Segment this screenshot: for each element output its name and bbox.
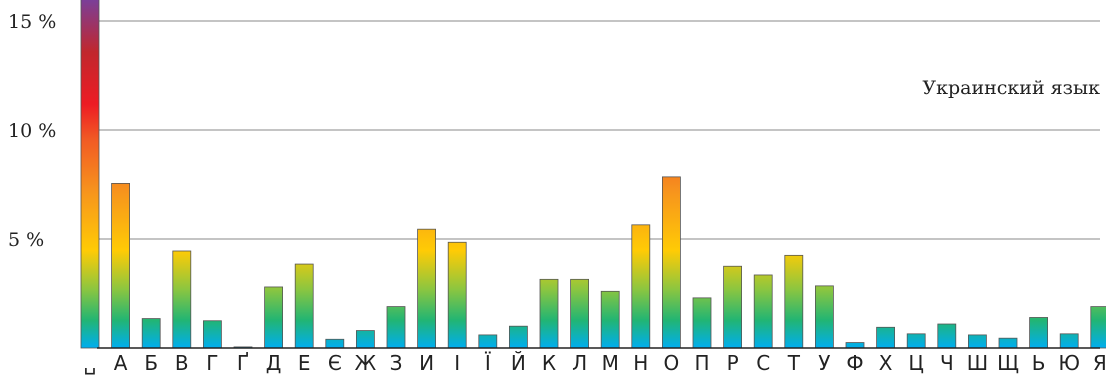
x-tick-label: І [454,351,460,375]
bar [386,306,406,349]
x-tick-label: Ц [908,351,924,375]
x-tick-label: И [419,351,434,375]
bar [355,330,375,349]
y-tick-labels: 5 % 10 % 15 % [8,11,56,251]
x-tick-label: Є [328,351,342,375]
bar [692,297,712,349]
bar [417,228,437,349]
x-tick-label: М [602,351,619,375]
x-tick-label: Ж [355,351,377,375]
x-tick-label: П [694,351,709,375]
x-tick-label: Т [787,351,801,375]
bar [998,337,1018,349]
x-tick-label: Ч [940,351,954,375]
bar [937,323,957,349]
bar [539,278,559,349]
x-tick-label: А [114,351,128,375]
bar [1059,333,1079,349]
bar [723,265,742,349]
bar [600,290,620,349]
bar [876,326,895,349]
x-tick-label: З [390,351,403,375]
bar [141,318,161,349]
x-tick-label: Е [298,351,311,375]
bar [325,338,345,349]
x-tick-label: В [175,351,189,375]
x-tick-label: У [818,351,830,375]
x-tick-label: ␣ [84,351,97,375]
bar [1029,317,1048,349]
x-tick-label: С [756,351,770,375]
x-tick-label: Г [206,351,218,375]
x-tick-label: Я [1093,351,1106,375]
x-tick-label: Ґ [237,351,249,375]
bar [80,0,100,349]
x-tick-label: Й [511,351,526,375]
x-tick-label: Щ [997,351,1019,375]
x-tick-label: Ь [1032,351,1046,375]
bar [845,342,865,349]
bar [631,224,651,349]
bar [111,183,130,349]
x-tick-label: Х [879,351,893,375]
x-tick-label: Р [727,351,739,375]
x-tick-label: Ф [846,351,863,375]
bar [294,263,314,349]
x-tick-label: Л [572,351,587,375]
x-tick-label: Н [633,351,648,375]
bar [784,254,804,349]
x-tick-label: Ю [1058,351,1080,375]
x-tick-label: О [664,351,680,375]
x-tick-label: К [542,351,556,375]
bar [447,241,467,349]
bar [753,274,773,349]
bar [906,333,926,349]
bar [264,286,284,349]
y-tick-label: 5 % [8,229,44,251]
bar [968,334,987,349]
bar [662,176,681,349]
x-tick-labels: ␣ А Б В Г Ґ Д Е Є Ж З И І Ї Й К Л М Н О П Р С Т У Ф Х Ц Ч Ш Щ Ь Ю Я [84,351,1106,375]
gridlines [97,20,1100,240]
x-tick-label: Б [144,351,158,375]
bars [80,0,1106,349]
bar [172,250,192,349]
y-tick-label: 10 % [8,120,56,142]
y-tick-label: 15 % [8,11,56,33]
bar [815,285,834,349]
bar [570,278,589,349]
x-tick-label: Д [266,351,282,375]
x-tick-label: Ї [485,351,491,375]
bar [478,334,498,349]
bar [1090,306,1106,349]
bar [508,325,528,349]
chart-annotation: Украинский язык [922,77,1100,99]
bar [202,320,222,349]
x-tick-label: Ш [967,351,988,375]
